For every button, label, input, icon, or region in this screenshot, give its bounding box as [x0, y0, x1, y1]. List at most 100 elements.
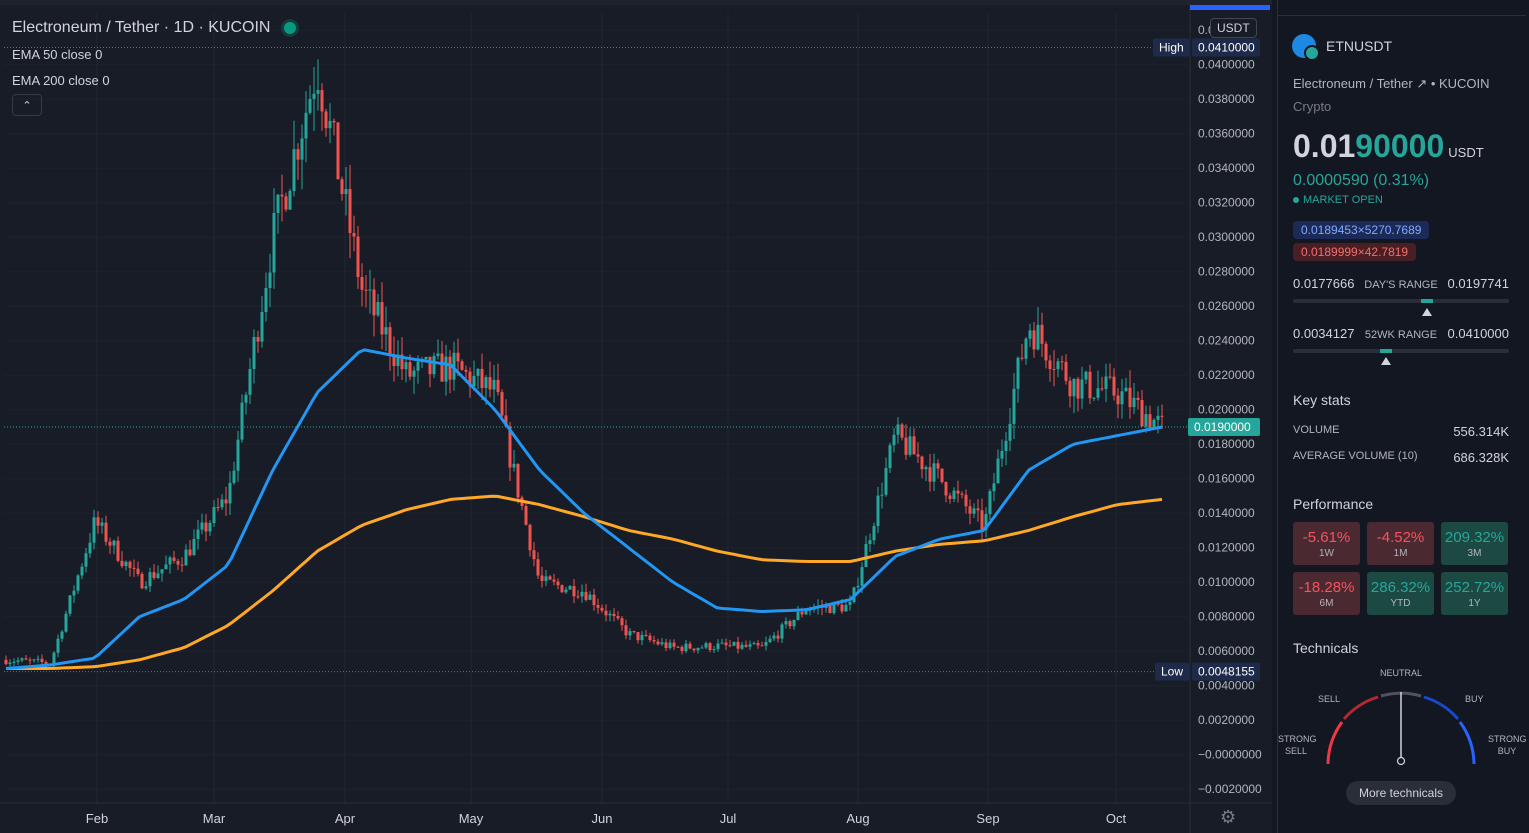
candle-body — [1020, 357, 1024, 359]
candle-body — [40, 658, 44, 662]
candle-body — [332, 120, 336, 123]
candle-body — [696, 647, 700, 651]
y-tick-label: −0.0020000 — [1198, 782, 1262, 796]
symbol-header[interactable]: ETNUSDT — [1292, 34, 1392, 61]
candle-body — [36, 658, 40, 660]
candle-body — [932, 463, 936, 482]
x-tick-label: May — [459, 811, 484, 826]
chevron-up-icon: ⌃ — [22, 99, 32, 112]
symbol-legend[interactable]: Electroneum / Tether · 1D · KUCOIN — [12, 19, 297, 37]
technicals-gauge[interactable] — [1278, 660, 1526, 780]
candle-body — [596, 605, 600, 608]
y-tick-label: 0.0320000 — [1198, 196, 1255, 210]
candle-body — [344, 189, 348, 195]
candle-body — [540, 575, 544, 581]
candle-body — [100, 522, 104, 526]
candle-body — [180, 564, 184, 566]
candle-body — [364, 289, 368, 291]
candle-body — [1160, 415, 1164, 417]
candle-body — [244, 394, 248, 403]
price-tail: 90000 — [1355, 128, 1445, 164]
candle-body — [272, 212, 276, 273]
candle-body — [868, 540, 872, 544]
avg-volume-value: 686.328K — [1453, 450, 1509, 465]
y-tick-label: 0.0380000 — [1198, 92, 1255, 106]
price-chart[interactable]: 0.04200000.04000000.03800000.03600000.03… — [0, 5, 1272, 833]
candle-body — [72, 590, 76, 596]
symbol-full-name[interactable]: Electroneum / Tether ↗ • KUCOIN — [1293, 76, 1490, 91]
52wk-range-label: 52WK RANGE — [1364, 329, 1438, 341]
symbol-legend-text[interactable]: Electroneum / Tether · 1D · KUCOIN — [12, 19, 271, 36]
candle-body — [1036, 324, 1040, 350]
candle-body — [1120, 391, 1124, 405]
candle-body — [536, 559, 540, 576]
candle-body — [404, 362, 408, 370]
candle-body — [660, 642, 664, 645]
gauge-neutral-label: NEUTRAL — [1380, 668, 1423, 678]
market-status: MARKET OPEN — [1293, 194, 1383, 206]
active-pane-indicator — [1190, 5, 1270, 10]
candle-body — [1140, 399, 1144, 427]
candle-body — [492, 379, 496, 390]
performance-period: 1Y — [1468, 597, 1481, 609]
candle-body — [1144, 414, 1148, 427]
candle-body — [1004, 440, 1008, 451]
candle-body — [780, 624, 784, 639]
candle-body — [744, 644, 748, 647]
candle-body — [904, 437, 908, 455]
ema50-legend[interactable]: EMA 50 close 0 — [12, 47, 103, 62]
collapse-legend-button[interactable]: ⌃ — [12, 94, 42, 116]
candle-body — [488, 377, 492, 390]
candle-body — [604, 610, 608, 616]
candle-body — [1124, 387, 1128, 392]
candle-body — [400, 354, 404, 370]
candle-body — [288, 190, 292, 210]
performance-cell-ytd: 286.32% YTD — [1367, 572, 1434, 615]
candle-body — [980, 510, 984, 531]
market-status-text: MARKET OPEN — [1303, 194, 1383, 206]
candle-body — [416, 361, 420, 371]
candle-body — [292, 149, 296, 191]
candle-body — [424, 356, 428, 360]
candle-body — [92, 517, 96, 543]
gauge-sell-label: SELL — [1318, 694, 1341, 704]
candle-body — [60, 631, 64, 639]
candle-body — [624, 625, 628, 636]
x-tick-label: Feb — [86, 811, 108, 826]
candle-body — [160, 569, 164, 574]
candle-body — [1044, 343, 1048, 361]
performance-period: 1W — [1319, 547, 1334, 559]
x-tick-label: Sep — [976, 811, 999, 826]
candle-body — [236, 439, 240, 471]
candle-body — [172, 557, 176, 561]
y-tick-label: 0.0400000 — [1198, 58, 1255, 72]
currency-badge[interactable]: USDT — [1210, 18, 1257, 38]
candle-body — [648, 635, 652, 641]
chart-pane[interactable]: 0.04200000.04000000.03800000.03600000.03… — [0, 0, 1272, 833]
candle-body — [1080, 379, 1084, 399]
y-tick-label: 0.0140000 — [1198, 506, 1255, 520]
candle-body — [532, 550, 536, 560]
candle-body — [1060, 361, 1064, 363]
y-tick-label: 0.0040000 — [1198, 679, 1255, 693]
y-tick-label: −0.0000000 — [1198, 748, 1262, 762]
performance-period: YTD — [1390, 597, 1411, 609]
candle-body — [164, 564, 168, 570]
x-tick-label: Jul — [720, 811, 737, 826]
performance-cell-6m: -18.28% 6M — [1293, 572, 1360, 615]
candle-body — [136, 568, 140, 574]
candle-body — [116, 540, 120, 561]
candle-body — [460, 361, 464, 370]
candle-body — [1148, 414, 1152, 429]
ema200-legend[interactable]: EMA 200 close 0 — [12, 73, 110, 88]
52wk-range: 0.0034127 52WK RANGE 0.0410000 — [1293, 326, 1509, 341]
technicals-title[interactable]: Technicals — [1293, 640, 1359, 656]
more-technicals-button[interactable]: More technicals — [1346, 781, 1456, 805]
candle-body — [1112, 376, 1116, 396]
low-label-bg — [1155, 662, 1189, 681]
candle-body — [612, 613, 616, 617]
candle-body — [828, 605, 832, 614]
settings-gear-icon[interactable]: ⚙ — [1220, 807, 1237, 827]
candle-body — [376, 302, 380, 316]
candle-body — [944, 482, 948, 496]
